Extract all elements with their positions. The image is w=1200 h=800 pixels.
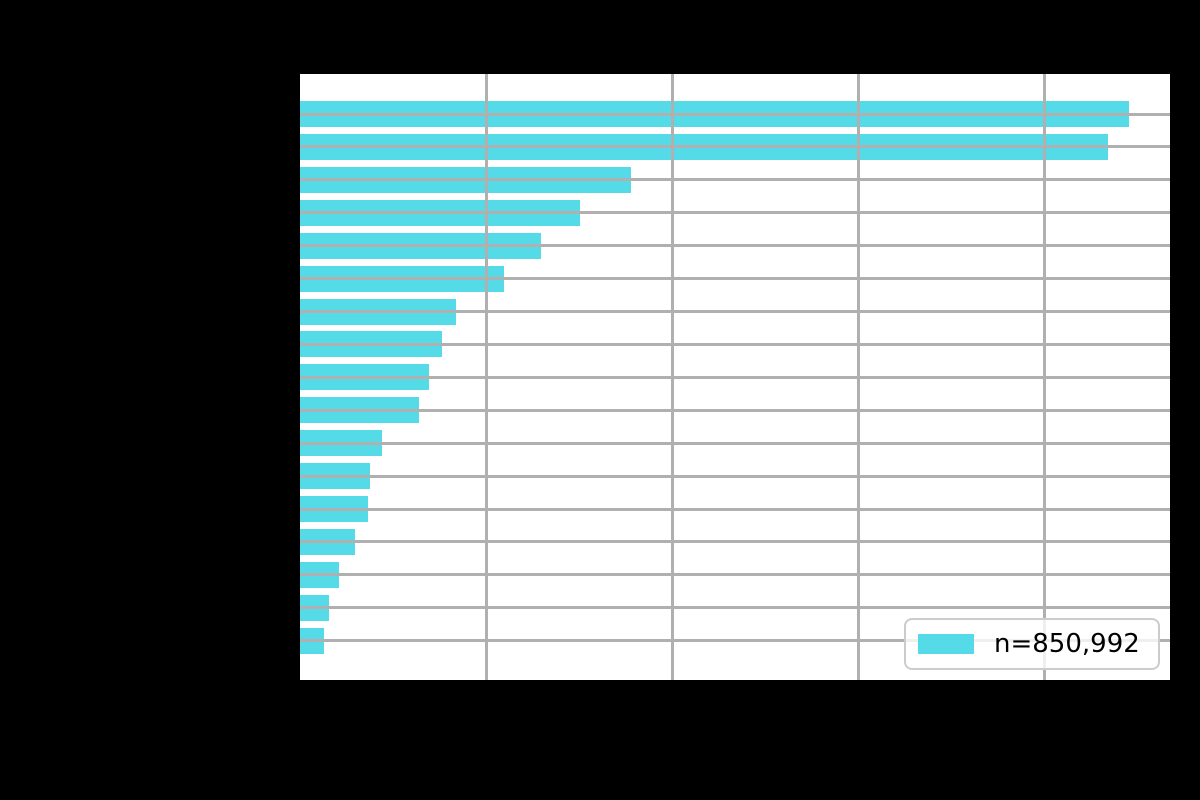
h-gridline (300, 375, 1170, 379)
h-gridline (300, 573, 1170, 577)
plot-area: n=850,992 (300, 74, 1170, 680)
h-gridline (300, 145, 1170, 149)
h-gridline (300, 244, 1170, 248)
h-gridline (300, 408, 1170, 412)
legend-swatch (918, 634, 974, 654)
legend-label: n=850,992 (994, 629, 1140, 659)
h-gridline (300, 540, 1170, 544)
legend: n=850,992 (904, 618, 1160, 670)
h-gridline (300, 507, 1170, 511)
h-gridline (300, 277, 1170, 281)
h-gridline (300, 342, 1170, 346)
h-gridline (300, 441, 1170, 445)
h-gridline (300, 178, 1170, 182)
h-gridline (300, 112, 1170, 116)
h-gridline (300, 639, 1170, 643)
h-gridline (300, 211, 1170, 215)
h-gridline (300, 606, 1170, 610)
h-gridline (300, 310, 1170, 314)
h-gridline (300, 474, 1170, 478)
